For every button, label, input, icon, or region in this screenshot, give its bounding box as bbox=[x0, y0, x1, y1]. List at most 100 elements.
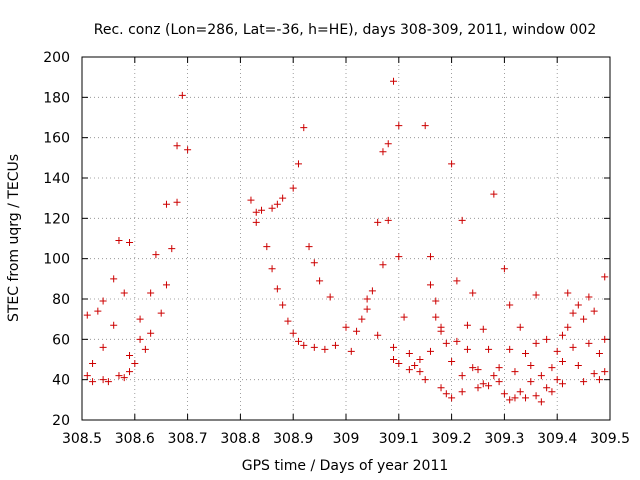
data-point bbox=[421, 376, 429, 384]
data-point bbox=[548, 364, 556, 372]
data-point bbox=[120, 374, 128, 382]
data-point bbox=[426, 253, 434, 261]
data-point bbox=[247, 196, 255, 204]
x-tick-label: 308.7 bbox=[168, 431, 208, 447]
data-point bbox=[564, 289, 572, 297]
data-point bbox=[395, 253, 403, 261]
data-point bbox=[522, 349, 530, 357]
data-points bbox=[83, 77, 609, 406]
data-point bbox=[537, 398, 545, 406]
data-point bbox=[157, 309, 165, 317]
data-point bbox=[110, 275, 118, 283]
data-point bbox=[363, 295, 371, 303]
data-point bbox=[384, 140, 392, 148]
data-point bbox=[448, 394, 456, 402]
data-point bbox=[273, 200, 281, 208]
data-point bbox=[432, 313, 440, 321]
data-point bbox=[595, 349, 603, 357]
data-point bbox=[569, 343, 577, 351]
data-point bbox=[279, 301, 287, 309]
y-tick-label: 40 bbox=[52, 373, 70, 389]
data-point bbox=[173, 198, 181, 206]
data-point bbox=[279, 194, 287, 202]
data-point bbox=[258, 206, 266, 214]
data-point bbox=[463, 321, 471, 329]
data-point bbox=[474, 366, 482, 374]
chart-title: Rec. conz (Lon=286, Lat=-36, h=HE), days… bbox=[94, 22, 596, 38]
data-point bbox=[126, 351, 134, 359]
data-point bbox=[347, 347, 355, 355]
data-point bbox=[558, 331, 566, 339]
x-tick-label: 308.9 bbox=[273, 431, 313, 447]
data-point bbox=[310, 259, 318, 267]
data-point bbox=[162, 281, 170, 289]
data-point bbox=[558, 380, 566, 388]
data-point bbox=[569, 309, 577, 317]
data-point bbox=[490, 190, 498, 198]
data-point bbox=[110, 321, 118, 329]
y-tick-label: 60 bbox=[52, 332, 70, 348]
data-point bbox=[141, 345, 149, 353]
data-point bbox=[442, 339, 450, 347]
data-point bbox=[448, 160, 456, 168]
data-point bbox=[284, 317, 292, 325]
data-point bbox=[601, 368, 609, 376]
y-tick-label: 20 bbox=[52, 413, 70, 429]
data-point bbox=[458, 216, 466, 224]
x-tick-label: 309.5 bbox=[590, 431, 630, 447]
data-point bbox=[400, 313, 408, 321]
data-point bbox=[395, 360, 403, 368]
data-point bbox=[152, 251, 160, 259]
data-point bbox=[405, 366, 413, 374]
data-point bbox=[601, 335, 609, 343]
data-point bbox=[416, 368, 424, 376]
data-point bbox=[590, 370, 598, 378]
data-point bbox=[263, 243, 271, 251]
data-point bbox=[294, 337, 302, 345]
data-point bbox=[474, 384, 482, 392]
data-point bbox=[136, 335, 144, 343]
data-point bbox=[453, 277, 461, 285]
data-point bbox=[379, 261, 387, 269]
data-point bbox=[120, 289, 128, 297]
data-point bbox=[516, 323, 524, 331]
data-point bbox=[147, 329, 155, 337]
y-tick-label: 160 bbox=[43, 131, 70, 147]
data-point bbox=[437, 384, 445, 392]
data-point bbox=[363, 305, 371, 313]
data-point bbox=[126, 368, 134, 376]
data-point bbox=[479, 380, 487, 388]
data-point bbox=[131, 360, 139, 368]
data-point bbox=[442, 390, 450, 398]
data-point bbox=[500, 390, 508, 398]
data-point bbox=[184, 146, 192, 154]
data-point bbox=[405, 349, 413, 357]
data-point bbox=[485, 382, 493, 390]
data-point bbox=[574, 362, 582, 370]
data-point bbox=[532, 291, 540, 299]
data-point bbox=[590, 307, 598, 315]
data-point bbox=[453, 337, 461, 345]
x-tick-labels: 308.5 308.6 308.7 308.8 308.9 309 309.1 309.2 30… bbox=[62, 431, 630, 447]
data-point bbox=[368, 287, 376, 295]
data-point bbox=[89, 378, 97, 386]
x-tick-label: 309 bbox=[333, 431, 360, 447]
x-tick-label: 308.6 bbox=[115, 431, 155, 447]
data-point bbox=[511, 394, 519, 402]
data-point bbox=[178, 91, 186, 99]
data-point bbox=[395, 122, 403, 130]
data-point bbox=[580, 378, 588, 386]
data-point bbox=[580, 315, 588, 323]
data-point bbox=[384, 216, 392, 224]
data-point bbox=[321, 345, 329, 353]
data-point bbox=[289, 184, 297, 192]
data-point bbox=[83, 311, 91, 319]
data-point bbox=[358, 315, 366, 323]
data-point bbox=[458, 388, 466, 396]
data-point bbox=[342, 323, 350, 331]
data-point bbox=[390, 77, 398, 85]
data-point bbox=[99, 343, 107, 351]
x-tick-label: 309.4 bbox=[537, 431, 577, 447]
data-point bbox=[548, 388, 556, 396]
data-point bbox=[126, 239, 134, 247]
